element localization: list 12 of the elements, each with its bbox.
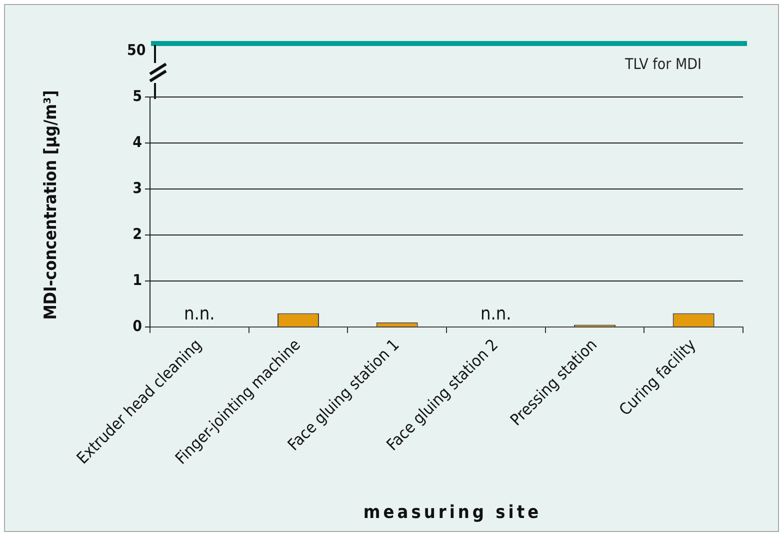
y-axis-title: MDI-concentration [µg/m³] [41,90,61,320]
text: TLV for MDI [625,55,702,73]
y-tick-label: 5 [132,86,142,105]
y-tick-label: 3 [132,178,142,197]
y-tick-label: 0 [132,316,142,335]
y-tick-label: 4 [132,132,142,151]
text: 50 [127,41,146,59]
x-axis-title: measuring site [362,502,543,523]
y-tick-label: 1 [132,270,142,289]
text: n.n. [184,304,215,325]
y-tick-label: 2 [132,224,142,243]
text: n.n. [480,304,512,325]
